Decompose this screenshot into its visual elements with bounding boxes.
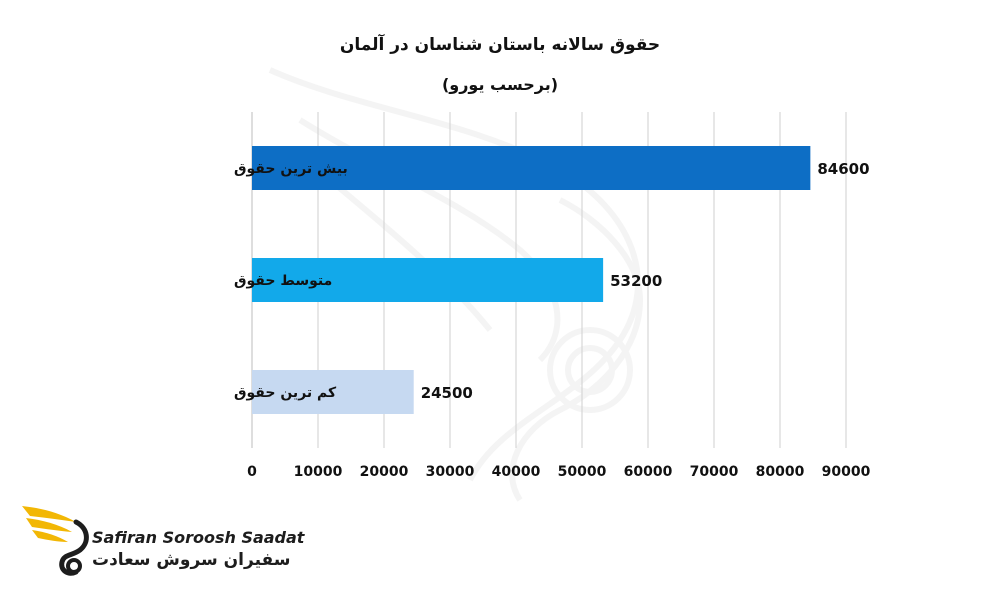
- brand-name-persian: سفیران سروش سعادت: [92, 550, 291, 570]
- data-label: 53200: [610, 272, 662, 290]
- bar: [252, 146, 811, 190]
- x-tick-label: 20000: [360, 464, 409, 480]
- swan-logo-icon: [22, 506, 89, 576]
- x-tick-label: 40000: [492, 464, 541, 480]
- data-label: 84600: [817, 160, 869, 178]
- labels: 0 10000 20000 30000 40000 50000 60000 70000 8000…: [234, 160, 871, 480]
- x-tick-label: 30000: [426, 464, 475, 480]
- category-label: کم ترین حقوق: [234, 385, 337, 401]
- x-tick-label: 50000: [558, 464, 607, 480]
- chart-title: حقوق سالانه باستان شناسان در آلمان: [340, 33, 660, 55]
- bars: [252, 146, 811, 414]
- x-tick-label: 60000: [624, 464, 673, 480]
- bar: [252, 370, 414, 414]
- category-label: متوسط حقوق: [234, 273, 332, 289]
- x-tick-label: 90000: [822, 464, 871, 480]
- x-tick-label: 0: [247, 464, 257, 480]
- data-label: 24500: [421, 384, 473, 402]
- x-tick-label: 80000: [756, 464, 805, 480]
- chart-subtitle: (برحسب یورو): [442, 75, 558, 94]
- category-label: بیش ترین حقوق: [234, 161, 348, 177]
- x-tick-label: 10000: [294, 464, 343, 480]
- brand-name-english: Safiran Soroosh Saadat: [92, 528, 305, 547]
- x-tick-label: 70000: [690, 464, 739, 480]
- brand-logo: Safiran Soroosh Saadat سفیران سروش سعادت: [18, 492, 304, 582]
- bar: [252, 258, 604, 302]
